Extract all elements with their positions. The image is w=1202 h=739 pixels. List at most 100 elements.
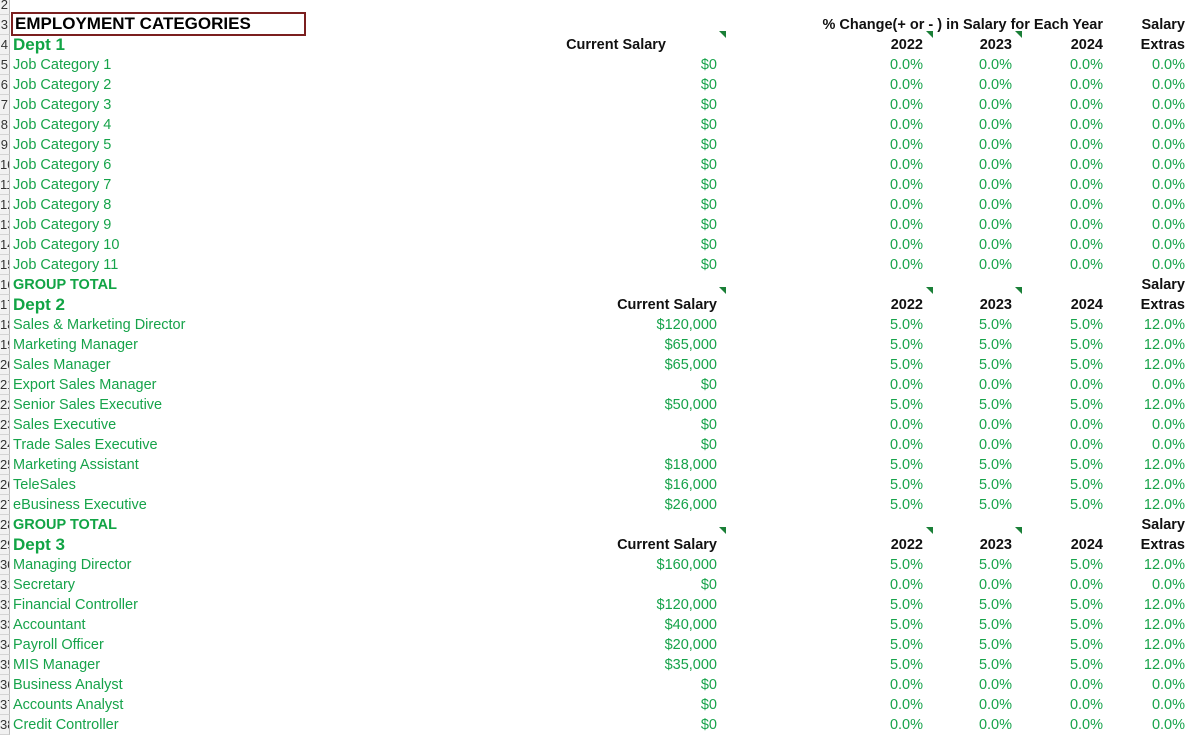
job-category-name[interactable]: eBusiness Executive [13, 497, 147, 513]
change-2024-value[interactable]: 5.0% [1069, 597, 1103, 613]
change-2023-value[interactable]: 5.0% [978, 337, 1012, 353]
row-header[interactable]: 20 [0, 355, 10, 375]
current-salary-value[interactable]: $26,000 [664, 497, 717, 513]
current-salary-value[interactable]: $0 [700, 677, 717, 693]
change-2023-value[interactable]: 0.0% [978, 217, 1012, 233]
change-2024-value[interactable]: 0.0% [1069, 577, 1103, 593]
row-header[interactable]: 28 [0, 515, 10, 535]
change-2023-value[interactable]: 0.0% [978, 177, 1012, 193]
current-salary-value[interactable]: $160,000 [656, 557, 717, 573]
row-header[interactable]: 16 [0, 275, 10, 295]
current-salary-value[interactable]: $40,000 [664, 617, 717, 633]
change-2023-value[interactable]: 0.0% [978, 677, 1012, 693]
change-2022-value[interactable]: 0.0% [889, 717, 923, 733]
current-salary-value[interactable]: $20,000 [664, 637, 717, 653]
change-2022-value[interactable]: 0.0% [889, 77, 923, 93]
job-category-name[interactable]: TeleSales [13, 477, 76, 493]
change-2022-value[interactable]: 5.0% [889, 397, 923, 413]
job-category-name[interactable]: Job Category 11 [13, 257, 119, 273]
salary-extras-value[interactable]: 12.0% [1143, 337, 1185, 353]
current-salary-value[interactable]: $120,000 [656, 597, 717, 613]
current-salary-value[interactable]: $0 [700, 217, 717, 233]
current-salary-value[interactable]: $0 [700, 77, 717, 93]
salary-extras-value[interactable]: 0.0% [1151, 57, 1185, 73]
change-2022-value[interactable]: 0.0% [889, 257, 923, 273]
current-salary-value[interactable]: $0 [700, 117, 717, 133]
change-2022-value[interactable]: 0.0% [889, 577, 923, 593]
change-2024-value[interactable]: 0.0% [1069, 197, 1103, 213]
salary-extras-value[interactable]: 0.0% [1151, 157, 1185, 173]
change-2024-value[interactable]: 0.0% [1069, 57, 1103, 73]
change-2024-value[interactable]: 0.0% [1069, 417, 1103, 433]
row-header[interactable]: 34 [0, 635, 10, 655]
sheet-title[interactable]: EMPLOYMENT CATEGORIES [11, 12, 306, 36]
change-2022-value[interactable]: 5.0% [889, 357, 923, 373]
change-2023-value[interactable]: 0.0% [978, 97, 1012, 113]
change-2022-value[interactable]: 0.0% [889, 57, 923, 73]
row-header[interactable]: 36 [0, 675, 10, 695]
job-category-name[interactable]: Job Category 7 [13, 177, 112, 193]
row-header[interactable]: 22 [0, 395, 10, 415]
change-2024-value[interactable]: 0.0% [1069, 677, 1103, 693]
salary-extras-value[interactable]: 0.0% [1151, 677, 1185, 693]
current-salary-value[interactable]: $120,000 [656, 317, 717, 333]
salary-extras-value[interactable]: 0.0% [1151, 717, 1185, 733]
row-header[interactable]: 31 [0, 575, 10, 595]
job-category-name[interactable]: Accountant [13, 617, 86, 633]
row-header[interactable]: 3 [0, 15, 10, 35]
row-header[interactable]: 8 [0, 115, 10, 135]
change-2022-value[interactable]: 0.0% [889, 417, 923, 433]
group-total-label[interactable]: GROUP TOTAL [13, 277, 117, 293]
row-header[interactable]: 10 [0, 155, 10, 175]
change-2024-value[interactable]: 5.0% [1069, 457, 1103, 473]
current-salary-value[interactable]: $16,000 [664, 477, 717, 493]
change-2022-value[interactable]: 0.0% [889, 217, 923, 233]
job-category-name[interactable]: Job Category 10 [13, 237, 120, 253]
job-category-name[interactable]: Job Category 2 [13, 77, 112, 93]
change-2022-value[interactable]: 0.0% [889, 97, 923, 113]
change-2023-value[interactable]: 0.0% [978, 117, 1012, 133]
row-header[interactable]: 4 [0, 35, 10, 55]
salary-extras-value[interactable]: 12.0% [1143, 497, 1185, 513]
change-2022-value[interactable]: 5.0% [889, 597, 923, 613]
salary-extras-value[interactable]: 12.0% [1143, 617, 1185, 633]
row-header[interactable]: 30 [0, 555, 10, 575]
current-salary-value[interactable]: $0 [700, 717, 717, 733]
salary-extras-value[interactable]: 0.0% [1151, 437, 1185, 453]
change-2023-value[interactable]: 0.0% [978, 77, 1012, 93]
salary-extras-value[interactable]: 0.0% [1151, 237, 1185, 253]
row-header[interactable]: 32 [0, 595, 10, 615]
row-header[interactable]: 7 [0, 95, 10, 115]
job-category-name[interactable]: Marketing Manager [13, 337, 138, 353]
change-2022-value[interactable]: 5.0% [889, 317, 923, 333]
change-2024-value[interactable]: 5.0% [1069, 617, 1103, 633]
change-2022-value[interactable]: 0.0% [889, 697, 923, 713]
change-2023-value[interactable]: 5.0% [978, 357, 1012, 373]
row-header[interactable]: 15 [0, 255, 10, 275]
change-2024-value[interactable]: 5.0% [1069, 397, 1103, 413]
row-header[interactable]: 18 [0, 315, 10, 335]
salary-extras-value[interactable]: 12.0% [1143, 557, 1185, 573]
salary-extras-value[interactable]: 0.0% [1151, 577, 1185, 593]
change-2022-value[interactable]: 0.0% [889, 437, 923, 453]
job-category-name[interactable]: Business Analyst [13, 677, 123, 693]
row-header[interactable]: 14 [0, 235, 10, 255]
change-2024-value[interactable]: 5.0% [1069, 337, 1103, 353]
salary-extras-value[interactable]: 0.0% [1151, 177, 1185, 193]
change-2023-value[interactable]: 5.0% [978, 317, 1012, 333]
change-2024-value[interactable]: 5.0% [1069, 557, 1103, 573]
change-2023-value[interactable]: 0.0% [978, 137, 1012, 153]
change-2023-value[interactable]: 5.0% [978, 497, 1012, 513]
change-2024-value[interactable]: 0.0% [1069, 157, 1103, 173]
change-2024-value[interactable]: 0.0% [1069, 437, 1103, 453]
change-2024-value[interactable]: 0.0% [1069, 717, 1103, 733]
change-2022-value[interactable]: 5.0% [889, 637, 923, 653]
change-2024-value[interactable]: 0.0% [1069, 237, 1103, 253]
row-header[interactable]: 37 [0, 695, 10, 715]
salary-extras-value[interactable]: 0.0% [1151, 417, 1185, 433]
job-category-name[interactable]: Job Category 8 [13, 197, 112, 213]
change-2024-value[interactable]: 5.0% [1069, 317, 1103, 333]
row-header[interactable]: 23 [0, 415, 10, 435]
job-category-name[interactable]: Managing Director [13, 557, 132, 573]
change-2024-value[interactable]: 5.0% [1069, 637, 1103, 653]
